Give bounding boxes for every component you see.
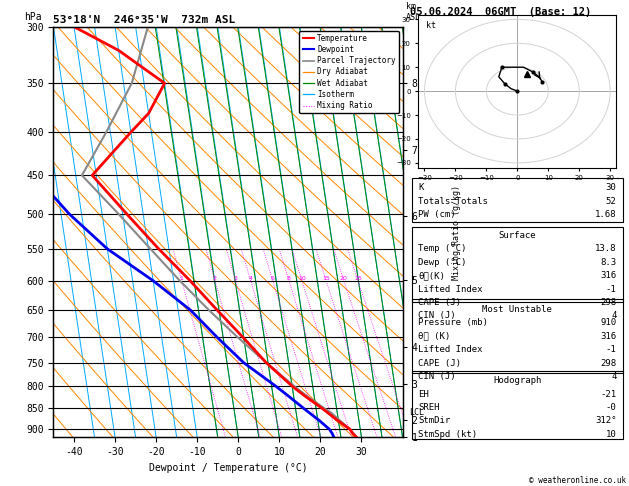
Text: kt: kt xyxy=(426,21,436,30)
Text: StmDir: StmDir xyxy=(418,417,450,425)
Text: Lifted Index: Lifted Index xyxy=(418,345,483,354)
Text: 20: 20 xyxy=(340,276,348,281)
Text: K: K xyxy=(418,183,424,192)
Text: Most Unstable: Most Unstable xyxy=(482,305,552,314)
Text: 4: 4 xyxy=(611,372,616,381)
Text: 4: 4 xyxy=(248,276,253,281)
Text: -21: -21 xyxy=(600,390,616,399)
Text: Surface: Surface xyxy=(499,231,536,240)
Text: 15: 15 xyxy=(322,276,330,281)
Text: 3: 3 xyxy=(233,276,238,281)
Text: -0: -0 xyxy=(606,403,616,412)
Text: Mixing Ratio (g/kg): Mixing Ratio (g/kg) xyxy=(452,185,461,279)
Text: 52: 52 xyxy=(606,197,616,206)
Text: km
ASL: km ASL xyxy=(406,2,421,22)
Text: Lifted Index: Lifted Index xyxy=(418,284,483,294)
Text: Dewp (°C): Dewp (°C) xyxy=(418,258,467,267)
Text: LCL: LCL xyxy=(409,408,425,417)
Text: 10: 10 xyxy=(298,276,306,281)
Text: StmSpd (kt): StmSpd (kt) xyxy=(418,430,477,439)
Text: CIN (J): CIN (J) xyxy=(418,312,456,320)
Text: Hodograph: Hodograph xyxy=(493,376,542,385)
Legend: Temperature, Dewpoint, Parcel Trajectory, Dry Adiabat, Wet Adiabat, Isotherm, Mi: Temperature, Dewpoint, Parcel Trajectory… xyxy=(299,31,399,113)
X-axis label: Dewpoint / Temperature (°C): Dewpoint / Temperature (°C) xyxy=(148,463,308,473)
Text: -1: -1 xyxy=(606,345,616,354)
Text: 25: 25 xyxy=(354,276,362,281)
Text: 298: 298 xyxy=(600,359,616,367)
Text: -1: -1 xyxy=(606,284,616,294)
Bar xyxy=(412,226,623,302)
Bar xyxy=(412,178,623,223)
Text: Pressure (mb): Pressure (mb) xyxy=(418,318,488,327)
Text: PW (cm): PW (cm) xyxy=(418,210,456,219)
Text: CAPE (J): CAPE (J) xyxy=(418,359,461,367)
Text: 13.8: 13.8 xyxy=(595,244,616,253)
Text: 1: 1 xyxy=(180,276,184,281)
Text: hPa: hPa xyxy=(24,12,42,22)
Text: CIN (J): CIN (J) xyxy=(418,372,456,381)
Text: SREH: SREH xyxy=(418,403,440,412)
Text: 8: 8 xyxy=(287,276,291,281)
Text: Totals Totals: Totals Totals xyxy=(418,197,488,206)
Text: 6: 6 xyxy=(271,276,275,281)
Text: θᴄ (K): θᴄ (K) xyxy=(418,332,450,341)
Text: 53°18'N  246°35'W  732m ASL: 53°18'N 246°35'W 732m ASL xyxy=(53,15,236,25)
Text: 10: 10 xyxy=(606,430,616,439)
Text: 05.06.2024  06GMT  (Base: 12): 05.06.2024 06GMT (Base: 12) xyxy=(410,7,591,17)
Text: 1.68: 1.68 xyxy=(595,210,616,219)
Text: 316: 316 xyxy=(600,271,616,280)
Text: 30: 30 xyxy=(606,183,616,192)
Text: 910: 910 xyxy=(600,318,616,327)
Text: CAPE (J): CAPE (J) xyxy=(418,298,461,307)
Text: 4: 4 xyxy=(611,312,616,320)
Text: 298: 298 xyxy=(600,298,616,307)
Text: 316: 316 xyxy=(600,332,616,341)
Bar xyxy=(412,371,623,439)
Text: © weatheronline.co.uk: © weatheronline.co.uk xyxy=(529,476,626,485)
Text: 312°: 312° xyxy=(595,417,616,425)
Bar xyxy=(412,299,623,373)
Text: 8.3: 8.3 xyxy=(600,258,616,267)
Text: θᴄ(K): θᴄ(K) xyxy=(418,271,445,280)
Text: Temp (°C): Temp (°C) xyxy=(418,244,467,253)
Text: 2: 2 xyxy=(213,276,217,281)
Text: EH: EH xyxy=(418,390,429,399)
